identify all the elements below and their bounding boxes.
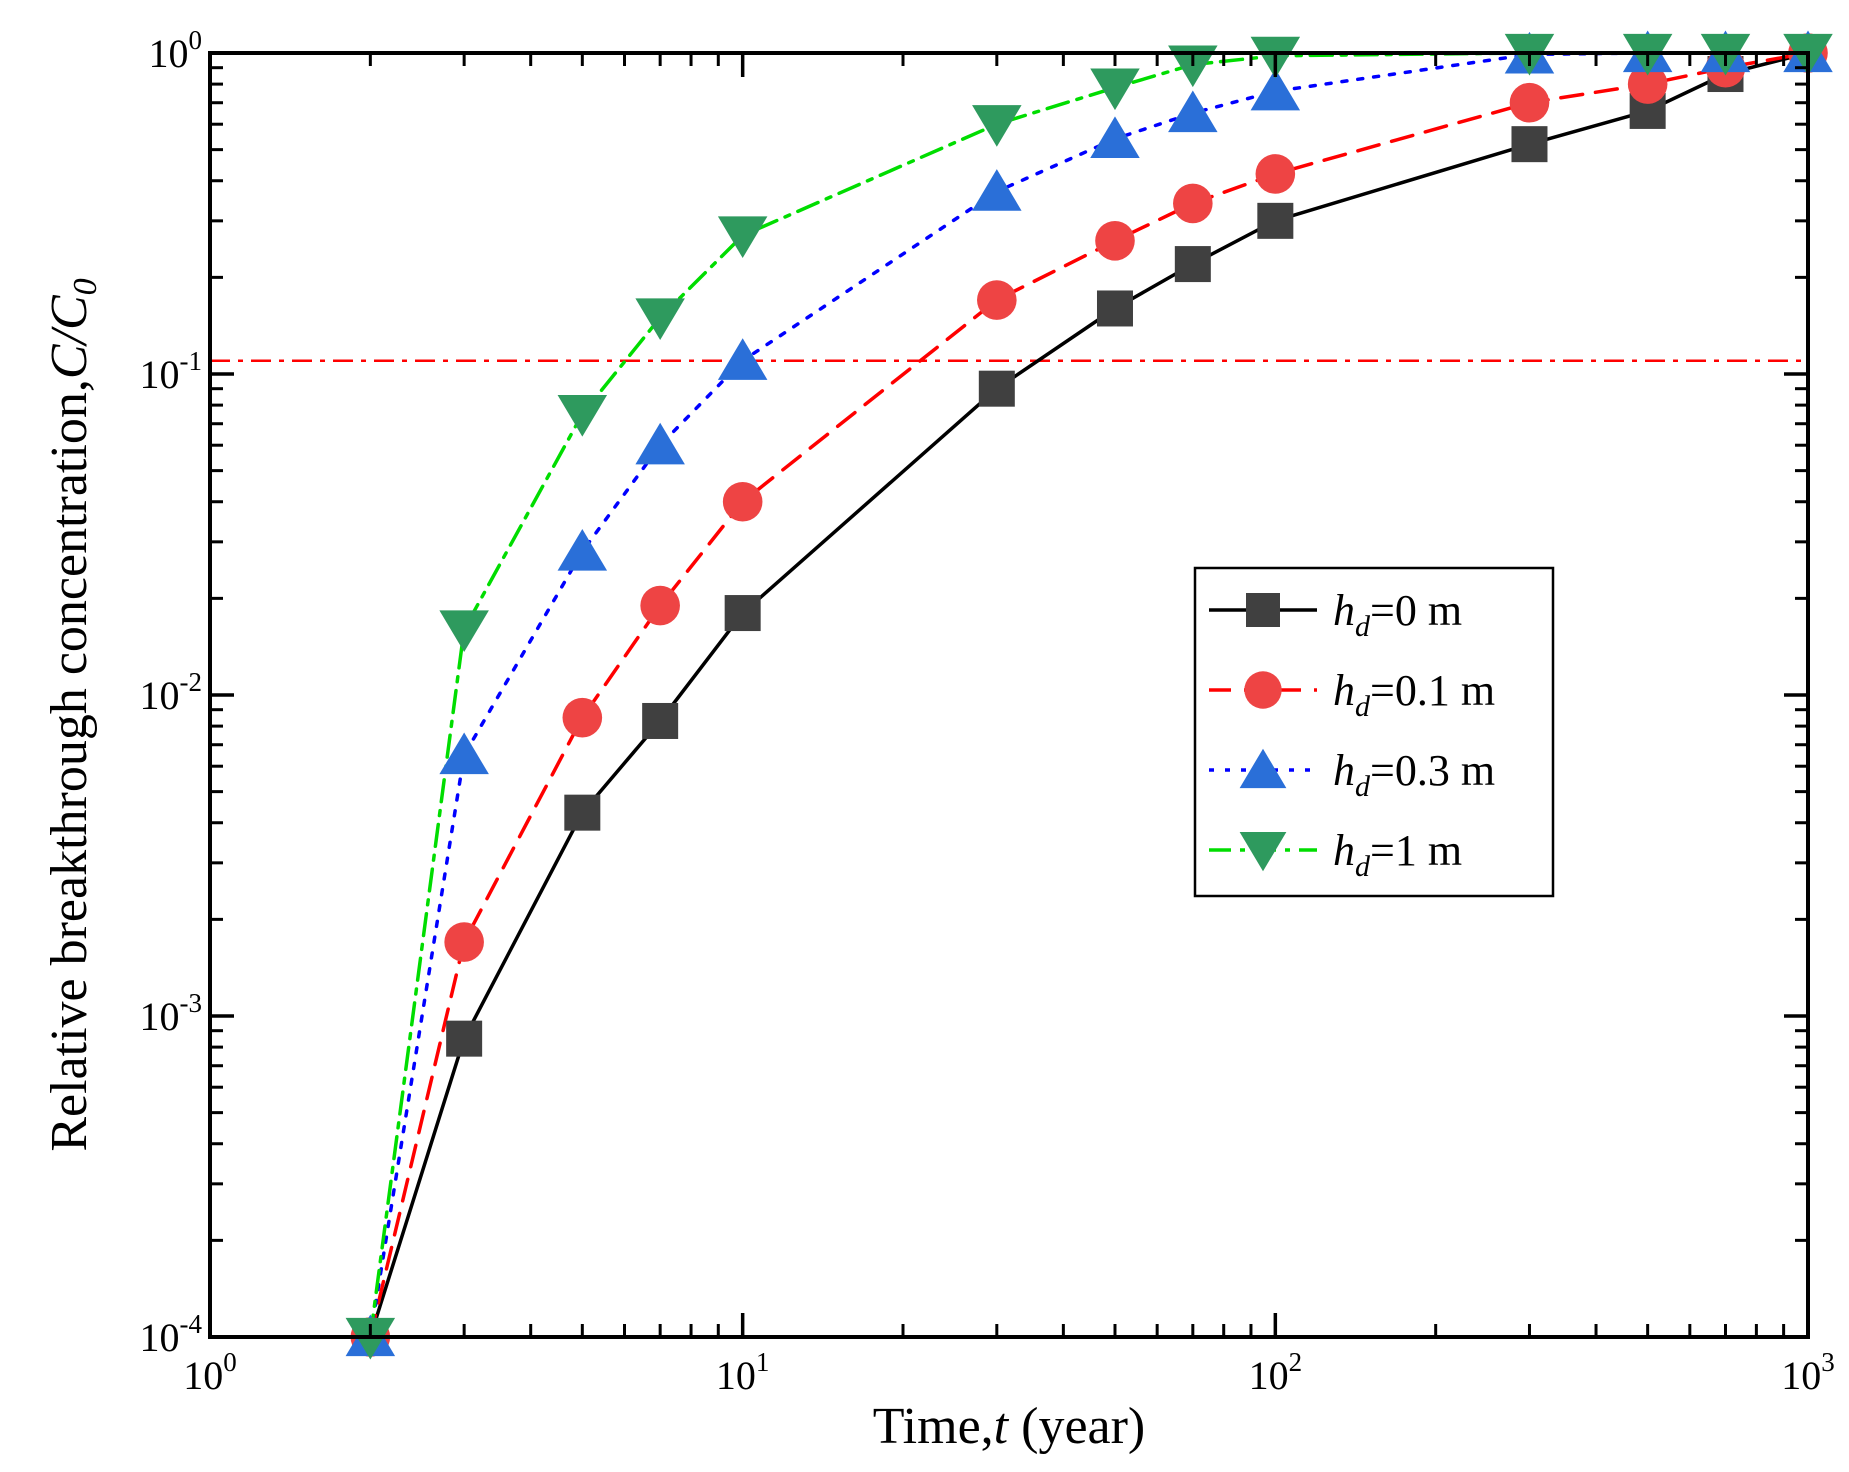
data-point [439, 732, 489, 775]
data-point [722, 481, 763, 522]
y-tick-label: 10-2 [140, 667, 203, 718]
data-point [635, 298, 685, 340]
data-point [635, 422, 685, 465]
data-point [642, 702, 679, 739]
data-point [1095, 220, 1135, 261]
data-point [1509, 82, 1550, 123]
axes-layer: 100 101 102 103 10-4 10-3 10-2 10-1 100 Time,t (y… [41, 25, 1835, 1455]
x-tick-label: 103 [1781, 1347, 1835, 1398]
x-tick-label: 101 [716, 1347, 770, 1398]
y-tick-label: 100 [149, 25, 203, 76]
data-point [1168, 90, 1218, 133]
data-point [439, 610, 489, 652]
data-point [557, 528, 608, 571]
data-point [972, 169, 1022, 211]
data-point [972, 105, 1022, 147]
data-point [724, 595, 761, 632]
x-tick-label: 100 [183, 1347, 237, 1398]
data-point [1174, 246, 1211, 283]
data-point [1090, 116, 1140, 159]
legend-marker [1239, 831, 1287, 872]
data-point [717, 338, 768, 380]
y-tick-label: 10-1 [140, 346, 203, 397]
legend-entry-0: hd=0 m [1209, 586, 1462, 643]
data-point [977, 280, 1017, 320]
data-point [1090, 68, 1140, 111]
data-point [1168, 45, 1218, 88]
legend-label: hd=0 m [1333, 586, 1462, 643]
data-point [446, 1020, 483, 1057]
data-point [717, 216, 768, 259]
legend-entry-1: hd=0.1 m [1209, 666, 1495, 723]
legend-marker [1244, 671, 1282, 709]
data-point [562, 697, 603, 738]
data-point [640, 585, 680, 626]
y-tick-label: 10-4 [140, 1309, 203, 1360]
data-point [557, 394, 608, 437]
legend-entry-2: hd=0.3 m [1209, 746, 1495, 803]
data-point [1250, 68, 1301, 111]
data-point [1511, 126, 1548, 163]
legend-label: hd=0.3 m [1333, 746, 1495, 803]
x-axis-label: Time,t (year) [873, 1398, 1145, 1455]
x-tick-label: 102 [1249, 1347, 1303, 1398]
legend: hd=0 m hd=0.1 m hd=0.3 m hd=1 m [1193, 566, 1555, 898]
y-axis-label: Relative breakthrough concentration,C/C0 [41, 278, 104, 1151]
data-point [564, 794, 601, 831]
data-point [1096, 290, 1133, 327]
data-point [1255, 154, 1296, 194]
data-point [1173, 183, 1213, 224]
legend-marker [1239, 748, 1287, 789]
legend-entry-3: hd=1 m [1209, 826, 1462, 883]
legend-marker [1246, 593, 1280, 627]
y-tick-label: 10-3 [140, 988, 203, 1039]
data-point [978, 370, 1015, 407]
data-point [444, 922, 484, 962]
legend-label: hd=1 m [1333, 826, 1462, 883]
legend-label: hd=0.1 m [1333, 666, 1495, 723]
data-point [1627, 64, 1668, 104]
data-point [1257, 202, 1294, 239]
